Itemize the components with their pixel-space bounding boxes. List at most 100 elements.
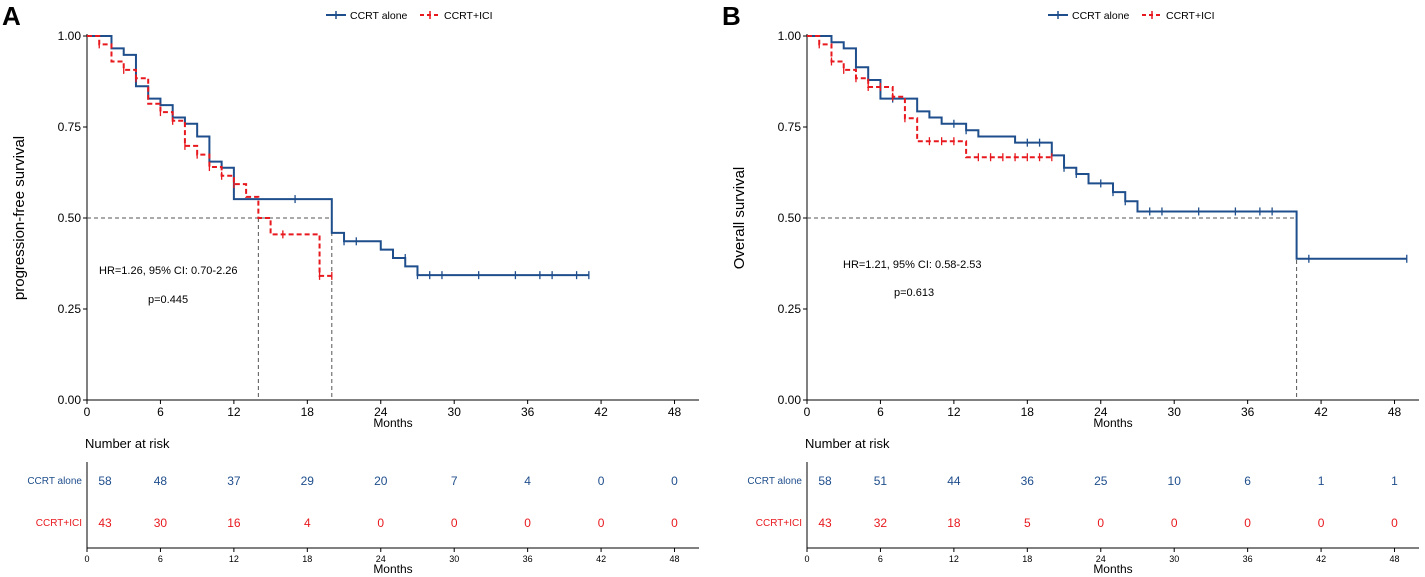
x-tick-label: 30 [448,405,462,419]
risk-value: 4 [304,516,311,530]
risk-value: 36 [1021,474,1035,488]
y-tick-label: 0.75 [778,120,802,134]
risk-value: 0 [1391,516,1398,530]
y-tick-label: 1.00 [58,29,82,43]
x-tick-label: 42 [1314,405,1328,419]
risk-x-tick-label: 0 [84,554,89,564]
panel-b: B CCRT alone CCRT+ICI 0.00 0.25 0.50 0.75 1.00 0… [722,1,1419,576]
risk-table-title: Number at risk [85,436,170,451]
risk-value: 0 [524,516,531,530]
risk-x-tick-label: 6 [158,554,163,564]
risk-value: 1 [1391,474,1398,488]
x-tick-label: 18 [1021,405,1035,419]
survival-curve-ccrt-alone [87,35,589,277]
x-axis-title: Months [1093,416,1132,430]
risk-value: 5 [1024,516,1031,530]
risk-value: 4 [524,474,531,488]
risk-x-tick-label: 36 [523,554,533,564]
p-value-text: p=0.445 [148,294,188,306]
y-tick-label: 0.25 [58,302,82,316]
risk-value: 58 [98,474,112,488]
risk-value: 7 [451,474,458,488]
hazard-ratio-text: HR=1.21, 95% CI: 0.58-2.53 [843,259,982,271]
y-tick-label: 0.50 [58,211,82,225]
y-tick-label: 0.00 [778,393,802,407]
y-axis-title: Overall survival [731,167,748,270]
legend-label: CCRT alone [350,10,408,22]
x-tick-label: 0 [804,405,811,419]
survival-curve-ccrt-ici [807,35,1052,159]
risk-value: 0 [1171,516,1178,530]
risk-value: 29 [301,474,315,488]
risk-value: 25 [1094,474,1108,488]
x-tick-label: 24 [374,405,388,419]
x-tick-label: 6 [157,405,164,419]
risk-value: 48 [154,474,168,488]
x-tick-label: 42 [594,405,608,419]
risk-x-tick-label: 18 [1022,554,1032,564]
x-tick-label: 12 [227,405,241,419]
legend: CCRT alone CCRT+ICI [326,10,493,22]
risk-value: 16 [227,516,241,530]
risk-value: 37 [227,474,241,488]
x-tick-label: 18 [301,405,315,419]
risk-x-axis-title: Months [1093,562,1132,576]
risk-x-tick-label: 24 [376,554,386,564]
risk-row-label-ccrt-ici: CCRT+ICI [36,518,82,529]
risk-x-tick-label: 30 [1169,554,1179,564]
risk-x-tick-label: 30 [449,554,459,564]
risk-value: 10 [1168,474,1182,488]
panel-label: B [722,1,741,31]
y-tick-label: 0.75 [58,120,82,134]
risk-x-tick-label: 12 [229,554,239,564]
y-tick-label: 0.25 [778,302,802,316]
risk-x-tick-label: 36 [1243,554,1253,564]
panel-a: A CCRT alone CCRT+ICI 0.00 0.25 0.50 0.75 1.00 0… [2,1,699,576]
survival-curve-ccrt-alone [807,35,1407,260]
risk-value: 6 [1244,474,1251,488]
x-tick-label: 36 [521,405,535,419]
risk-value: 43 [98,516,112,530]
risk-x-axis-title: Months [373,562,412,576]
survival-curve-ccrt-ici [87,35,332,277]
y-tick-label: 0.50 [778,211,802,225]
risk-value: 0 [598,516,605,530]
risk-x-tick-label: 42 [596,554,606,564]
risk-row-label-ccrt-ici: CCRT+ICI [756,518,802,529]
risk-value: 18 [947,516,961,530]
risk-x-tick-label: 6 [878,554,883,564]
risk-row-label-ccrt-alone: CCRT alone [27,476,82,487]
x-tick-label: 48 [1388,405,1402,419]
risk-x-tick-label: 0 [804,554,809,564]
x-tick-label: 24 [1094,405,1108,419]
panel-label: A [2,1,21,31]
risk-value: 58 [818,474,832,488]
risk-x-tick-label: 48 [670,554,680,564]
risk-value: 0 [671,474,678,488]
p-value-text: p=0.613 [894,287,934,299]
risk-value: 20 [374,474,388,488]
risk-value: 43 [818,516,832,530]
x-tick-label: 12 [947,405,961,419]
x-tick-label: 6 [877,405,884,419]
risk-value: 0 [377,516,384,530]
risk-value: 44 [947,474,961,488]
x-axis-title: Months [373,416,412,430]
x-tick-label: 0 [84,405,91,419]
legend-label: CCRT alone [1072,10,1130,22]
y-axis-title: progression-free survival [11,136,28,300]
risk-value: 0 [1097,516,1104,530]
risk-value: 0 [1318,516,1325,530]
risk-row-label-ccrt-alone: CCRT alone [747,476,802,487]
risk-value: 0 [1244,516,1251,530]
risk-table: Number at risk CCRT alone 58 48 37 29 20 7 4 0 0 CC… [27,436,699,576]
legend-label: CCRT+ICI [444,10,493,22]
legend-label: CCRT+ICI [1166,10,1215,22]
hazard-ratio-text: HR=1.26, 95% CI: 0.70-2.26 [99,265,238,277]
y-tick-label: 0.00 [58,393,82,407]
risk-x-tick-label: 48 [1390,554,1400,564]
risk-x-tick-label: 24 [1096,554,1106,564]
risk-table-title: Number at risk [805,436,890,451]
risk-x-tick-label: 12 [949,554,959,564]
